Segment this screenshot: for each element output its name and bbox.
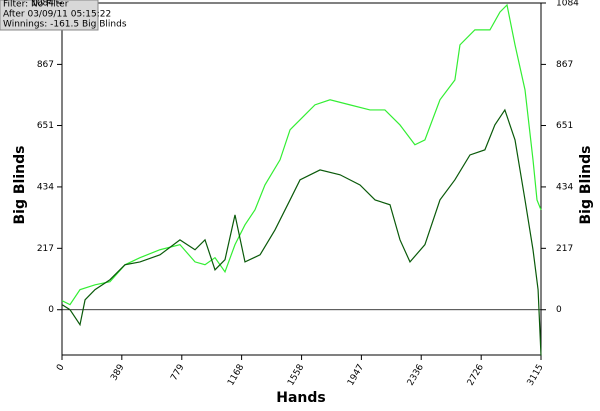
series-line [61, 3, 542, 306]
x-tick-label: 2726 [466, 363, 486, 388]
info-line: Filter: No Filter [3, 0, 69, 10]
y2-tick-label: 651 [556, 121, 573, 131]
x-tick-label: 0 [55, 363, 67, 373]
y-tick-label: 217 [37, 244, 54, 254]
y2-tick-label: 0 [556, 305, 562, 315]
series-line [61, 108, 542, 356]
x-tick-label: 779 [169, 363, 186, 383]
y-tick-label: 1084 [31, 0, 54, 9]
x-axis-title: Hands [276, 390, 326, 406]
x-tick-label: 389 [109, 363, 126, 383]
x-tick-label: 1947 [346, 363, 366, 388]
y2-tick-label: 1084 [556, 0, 579, 9]
y2-tick-label: 867 [556, 60, 573, 70]
info-line: After 03/09/11 05:15:22 [3, 10, 111, 20]
y-tick-label: 651 [37, 121, 54, 131]
y2-tick-label: 217 [556, 244, 573, 254]
y-axis-title: Big Blinds [12, 146, 28, 225]
y2-axis-title: Big Blinds [578, 146, 594, 225]
x-tick-label: 1168 [226, 363, 246, 388]
y-tick-label: 434 [37, 182, 54, 192]
y-tick-label: 0 [48, 305, 54, 315]
x-tick-label: 2336 [406, 363, 426, 388]
x-tick-label: 1558 [286, 363, 306, 388]
x-tick-label: 3115 [526, 363, 546, 388]
info-line: Winnings: -161.5 Big Blinds [3, 20, 127, 30]
y-tick-label: 867 [37, 60, 54, 70]
y2-tick-label: 434 [556, 182, 573, 192]
info-box [0, 0, 99, 31]
